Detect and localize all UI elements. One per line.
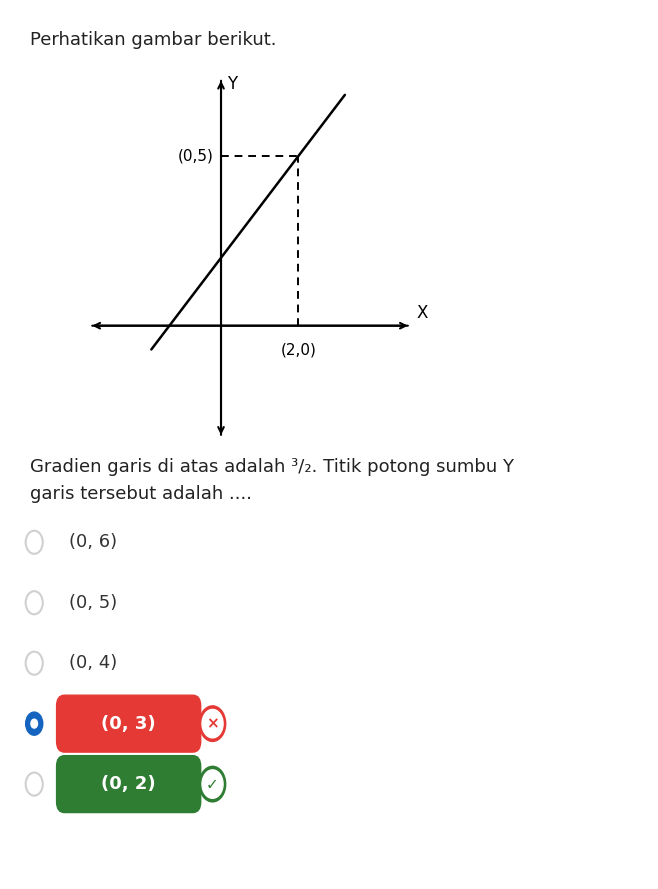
- Text: (0, 4): (0, 4): [69, 654, 117, 672]
- Text: (0, 6): (0, 6): [69, 533, 117, 551]
- Text: (2,0): (2,0): [280, 342, 316, 357]
- Text: Gradien garis di atas adalah ³/₂. Titik potong sumbu Y: Gradien garis di atas adalah ³/₂. Titik …: [30, 458, 514, 476]
- Text: (0, 2): (0, 2): [101, 775, 156, 793]
- Text: ✓: ✓: [206, 777, 219, 791]
- Text: Y: Y: [227, 75, 237, 92]
- Text: garis tersebut adalah ....: garis tersebut adalah ....: [30, 485, 251, 502]
- Text: (0, 3): (0, 3): [101, 715, 156, 733]
- Text: ×: ×: [206, 717, 219, 731]
- Text: (0,5): (0,5): [178, 148, 213, 164]
- Text: X: X: [417, 304, 428, 323]
- Text: (0, 5): (0, 5): [69, 594, 117, 612]
- Text: Perhatikan gambar berikut.: Perhatikan gambar berikut.: [30, 31, 276, 49]
